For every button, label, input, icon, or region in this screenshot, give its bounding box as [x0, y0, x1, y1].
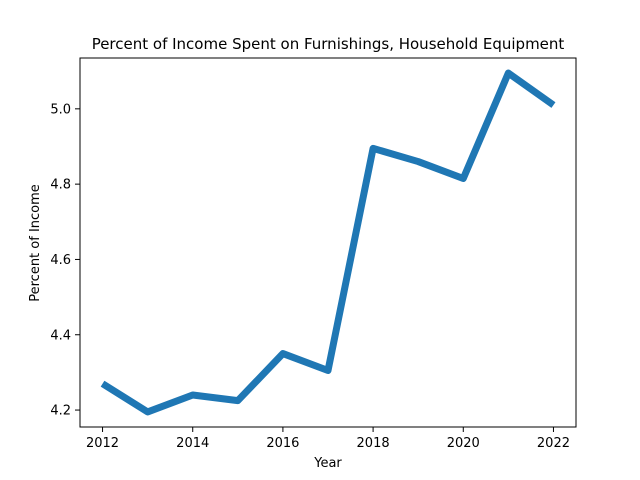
y-tick-label: 5.0	[50, 102, 71, 117]
y-axis-label: Percent of Income	[28, 184, 43, 302]
x-tick-label: 2012	[86, 436, 119, 451]
x-axis-label: Year	[313, 456, 342, 471]
chart-title: Percent of Income Spent on Furnishings, …	[92, 35, 565, 53]
x-tick-label: 2022	[537, 436, 570, 451]
x-tick-label: 2020	[447, 436, 480, 451]
y-axis: 4.2 4.4 4.6 4.8 5.0	[50, 102, 80, 419]
y-tick-label: 4.4	[50, 328, 71, 343]
plot-area	[79, 57, 577, 428]
y-tick-label: 4.2	[50, 404, 71, 419]
y-tick-label: 4.8	[50, 178, 71, 193]
x-tick-label: 2014	[176, 436, 209, 451]
y-tick-label: 4.6	[50, 253, 71, 268]
x-tick-label: 2018	[357, 436, 390, 451]
x-tick-label: 2016	[266, 436, 299, 451]
x-axis: 2012 2014 2016 2018 2020 2022	[86, 427, 570, 451]
plot-frame	[79, 57, 577, 428]
